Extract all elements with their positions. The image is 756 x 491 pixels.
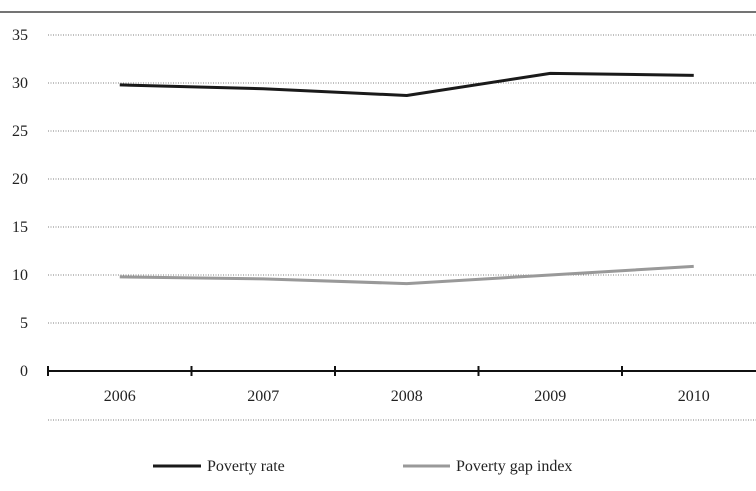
y-tick-label-0: 0: [20, 363, 28, 380]
x-tick-label-2010: 2010: [678, 388, 710, 405]
legend: Poverty rate Poverty gap index: [153, 458, 572, 475]
x-axis: 2006 2007 2008 2009 2010: [47, 366, 756, 405]
y-axis-ticks: 0 5 10 15 20 25 30 35: [12, 27, 28, 380]
y-tick-label-10: 10: [12, 267, 28, 284]
series-lines: [119, 71, 694, 286]
x-tick-label-2008: 2008: [391, 388, 423, 405]
series-line-poverty-rate: [119, 71, 694, 97]
legend-label-poverty-gap-index: Poverty gap index: [456, 458, 572, 475]
y-tick-label-35: 35: [12, 27, 28, 44]
y-tick-label-25: 25: [12, 123, 28, 140]
y-tick-label-15: 15: [12, 219, 28, 236]
y-tick-label-5: 5: [20, 315, 28, 332]
series-line-poverty-gap-index: [119, 264, 694, 286]
gridlines: [48, 34, 756, 324]
y-tick-label-30: 30: [12, 75, 28, 92]
x-tick-label-2007: 2007: [247, 388, 279, 405]
x-tick-label-2009: 2009: [534, 388, 566, 405]
x-tick-label-2006: 2006: [104, 388, 136, 405]
legend-label-poverty-rate: Poverty rate: [207, 458, 285, 475]
y-tick-label-20: 20: [12, 171, 28, 188]
